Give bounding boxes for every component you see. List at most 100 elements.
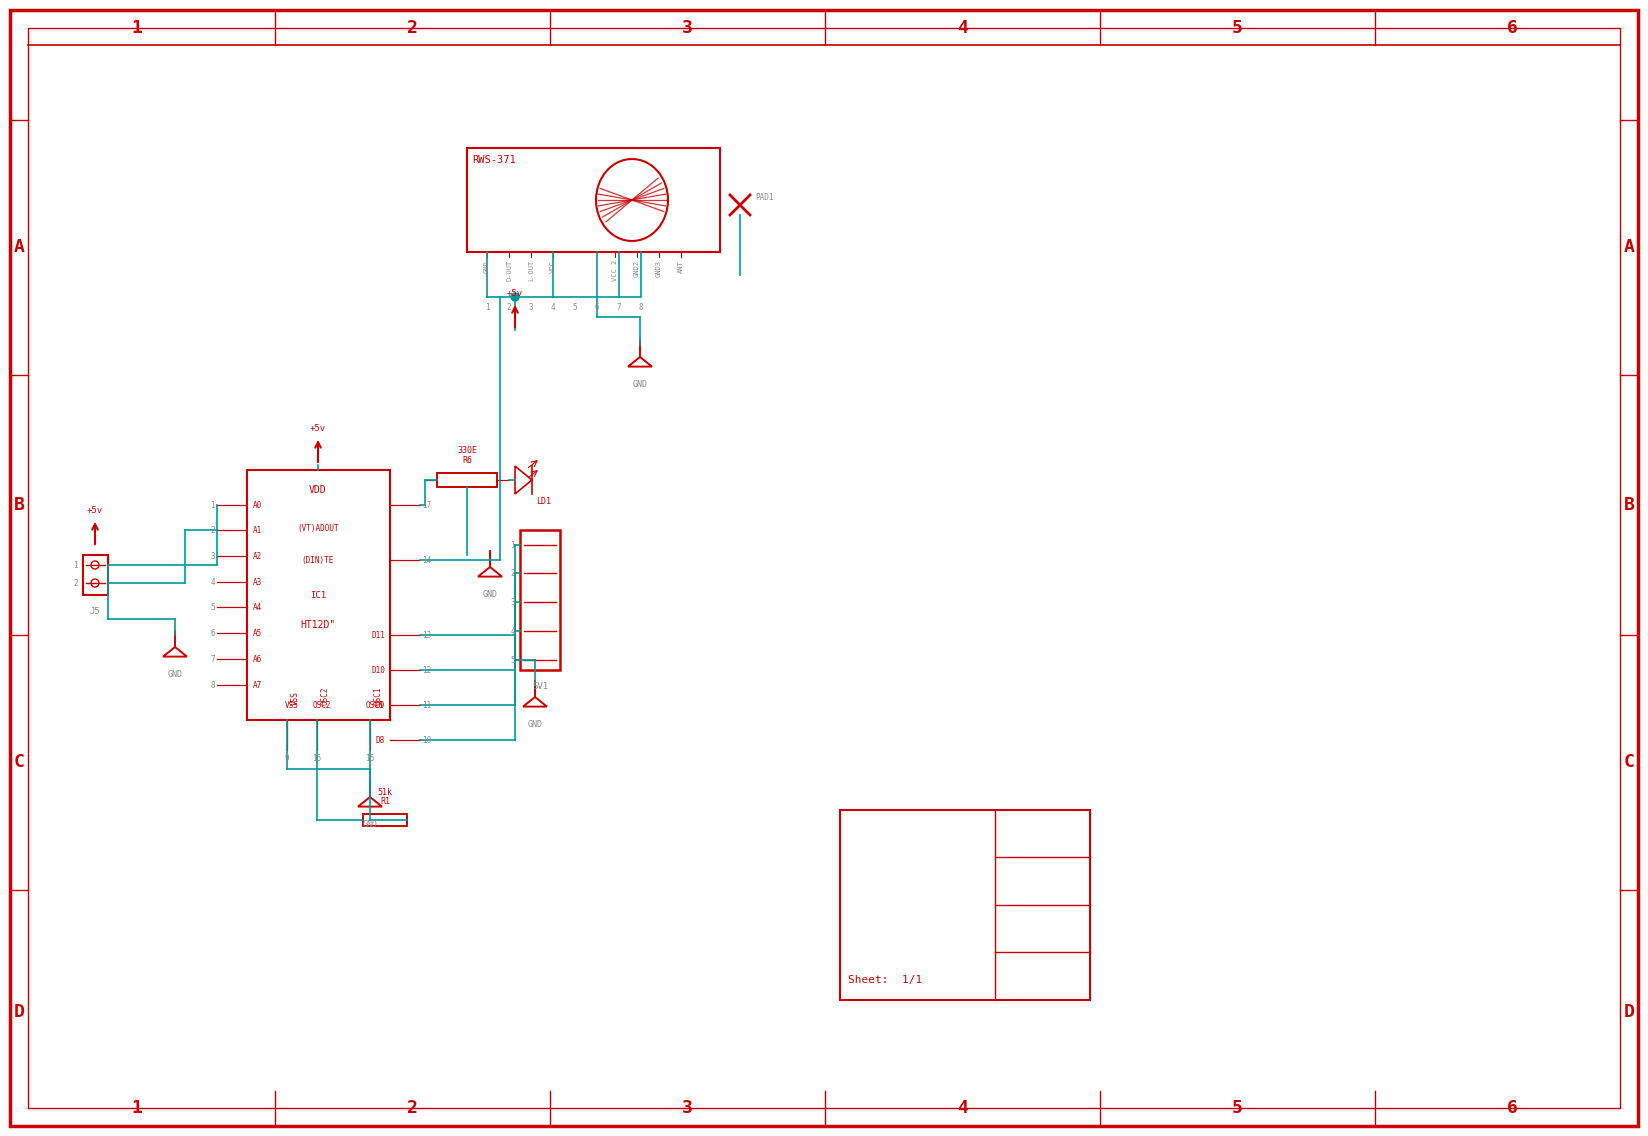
- Text: 2: 2: [407, 19, 417, 37]
- Text: PAD1: PAD1: [755, 192, 773, 201]
- Text: J5: J5: [89, 607, 101, 616]
- Text: 330E: 330E: [456, 446, 476, 456]
- Text: 3: 3: [211, 551, 214, 560]
- Text: GND: GND: [168, 670, 183, 679]
- Text: VCC: VCC: [550, 260, 555, 273]
- Text: D9: D9: [376, 701, 386, 710]
- Text: L-OUT: L-OUT: [527, 260, 534, 282]
- Text: (VT)ADOUT: (VT)ADOUT: [297, 524, 339, 533]
- Text: 2: 2: [506, 302, 511, 311]
- Text: 1: 1: [485, 302, 489, 311]
- Text: 5: 5: [511, 655, 514, 665]
- Bar: [840, 810, 1089, 1000]
- Text: B: B: [13, 496, 25, 513]
- Text: 3: 3: [682, 1099, 692, 1117]
- Text: 7: 7: [616, 302, 621, 311]
- Text: OSC1: OSC1: [366, 701, 384, 710]
- Text: 4: 4: [550, 302, 555, 311]
- Text: HT12D": HT12D": [300, 620, 336, 630]
- Text: D10: D10: [371, 666, 386, 675]
- Text: GND: GND: [483, 590, 498, 599]
- Text: (DIN)TE: (DIN)TE: [302, 556, 335, 565]
- Text: GND3: GND3: [656, 260, 662, 277]
- Text: LD1: LD1: [536, 496, 550, 506]
- Text: 1: 1: [132, 1099, 142, 1117]
- Text: 1: 1: [132, 19, 142, 37]
- Text: SV1: SV1: [532, 682, 549, 691]
- Text: C: C: [1623, 753, 1635, 771]
- Text: 7: 7: [211, 654, 214, 663]
- Text: 8: 8: [639, 302, 643, 311]
- Text: 4: 4: [956, 1099, 967, 1117]
- Text: 51k: 51k: [377, 788, 392, 797]
- Text: IC1: IC1: [310, 591, 326, 600]
- Text: 6: 6: [595, 302, 600, 311]
- Text: A1: A1: [254, 526, 262, 535]
- Text: 13: 13: [422, 630, 432, 640]
- Text: A7: A7: [254, 680, 262, 690]
- Text: +5v: +5v: [87, 506, 104, 515]
- Text: A3: A3: [254, 577, 262, 586]
- Text: 5: 5: [211, 602, 214, 611]
- Text: 3: 3: [682, 19, 692, 37]
- Text: D: D: [1623, 1003, 1635, 1021]
- Text: 11: 11: [422, 701, 432, 710]
- Text: 2: 2: [211, 526, 214, 535]
- Text: A5: A5: [254, 628, 262, 637]
- Text: B: B: [1623, 496, 1635, 513]
- Text: 5: 5: [574, 302, 577, 311]
- Text: RWS-371: RWS-371: [471, 154, 516, 165]
- Text: VSS: VSS: [285, 701, 298, 710]
- Text: 1: 1: [211, 501, 214, 510]
- Text: GND2: GND2: [634, 260, 639, 277]
- Text: D: D: [13, 1003, 25, 1021]
- Text: 4: 4: [511, 626, 514, 635]
- Text: A4: A4: [254, 602, 262, 611]
- Text: 6: 6: [1506, 19, 1518, 37]
- Text: 2: 2: [407, 1099, 417, 1117]
- Text: A2: A2: [254, 551, 262, 560]
- Circle shape: [511, 293, 519, 301]
- Text: D11: D11: [371, 630, 386, 640]
- Bar: [437, 473, 498, 487]
- Bar: [363, 815, 407, 826]
- Text: 4: 4: [211, 577, 214, 586]
- Text: 14: 14: [422, 556, 432, 565]
- Text: +5v: +5v: [310, 424, 326, 433]
- Text: GND: GND: [363, 820, 377, 829]
- Text: 1: 1: [74, 560, 77, 569]
- Text: OSC2: OSC2: [313, 701, 331, 710]
- Text: 1: 1: [511, 541, 514, 550]
- Bar: [466, 148, 720, 252]
- Text: 16: 16: [366, 753, 374, 762]
- Text: 17: 17: [422, 501, 432, 510]
- Text: VCC 2: VCC 2: [611, 260, 618, 282]
- Bar: [521, 531, 560, 670]
- Text: D8: D8: [376, 735, 386, 744]
- Text: 2: 2: [74, 578, 77, 587]
- Text: 6: 6: [1506, 1099, 1518, 1117]
- Bar: [82, 556, 109, 595]
- Text: OSC1: OSC1: [374, 686, 382, 705]
- Text: A6: A6: [254, 654, 262, 663]
- Text: 5: 5: [1231, 19, 1243, 37]
- Text: R6: R6: [461, 456, 471, 465]
- Text: R1: R1: [381, 797, 391, 807]
- Text: +5v: +5v: [508, 289, 522, 298]
- Text: 8: 8: [211, 680, 214, 690]
- Text: 3: 3: [511, 598, 514, 607]
- Bar: [247, 470, 391, 720]
- Text: C: C: [13, 753, 25, 771]
- Text: 2: 2: [511, 568, 514, 577]
- Text: A0: A0: [254, 501, 262, 510]
- Text: A: A: [1623, 239, 1635, 256]
- Text: D-OUT: D-OUT: [506, 260, 513, 282]
- Text: ANT: ANT: [677, 260, 684, 273]
- Text: 5: 5: [1231, 1099, 1243, 1117]
- Text: 15: 15: [313, 753, 321, 762]
- Text: 3: 3: [529, 302, 534, 311]
- Text: 6: 6: [211, 628, 214, 637]
- Text: 10: 10: [422, 735, 432, 744]
- Text: GND: GND: [633, 381, 648, 389]
- Text: 4: 4: [956, 19, 967, 37]
